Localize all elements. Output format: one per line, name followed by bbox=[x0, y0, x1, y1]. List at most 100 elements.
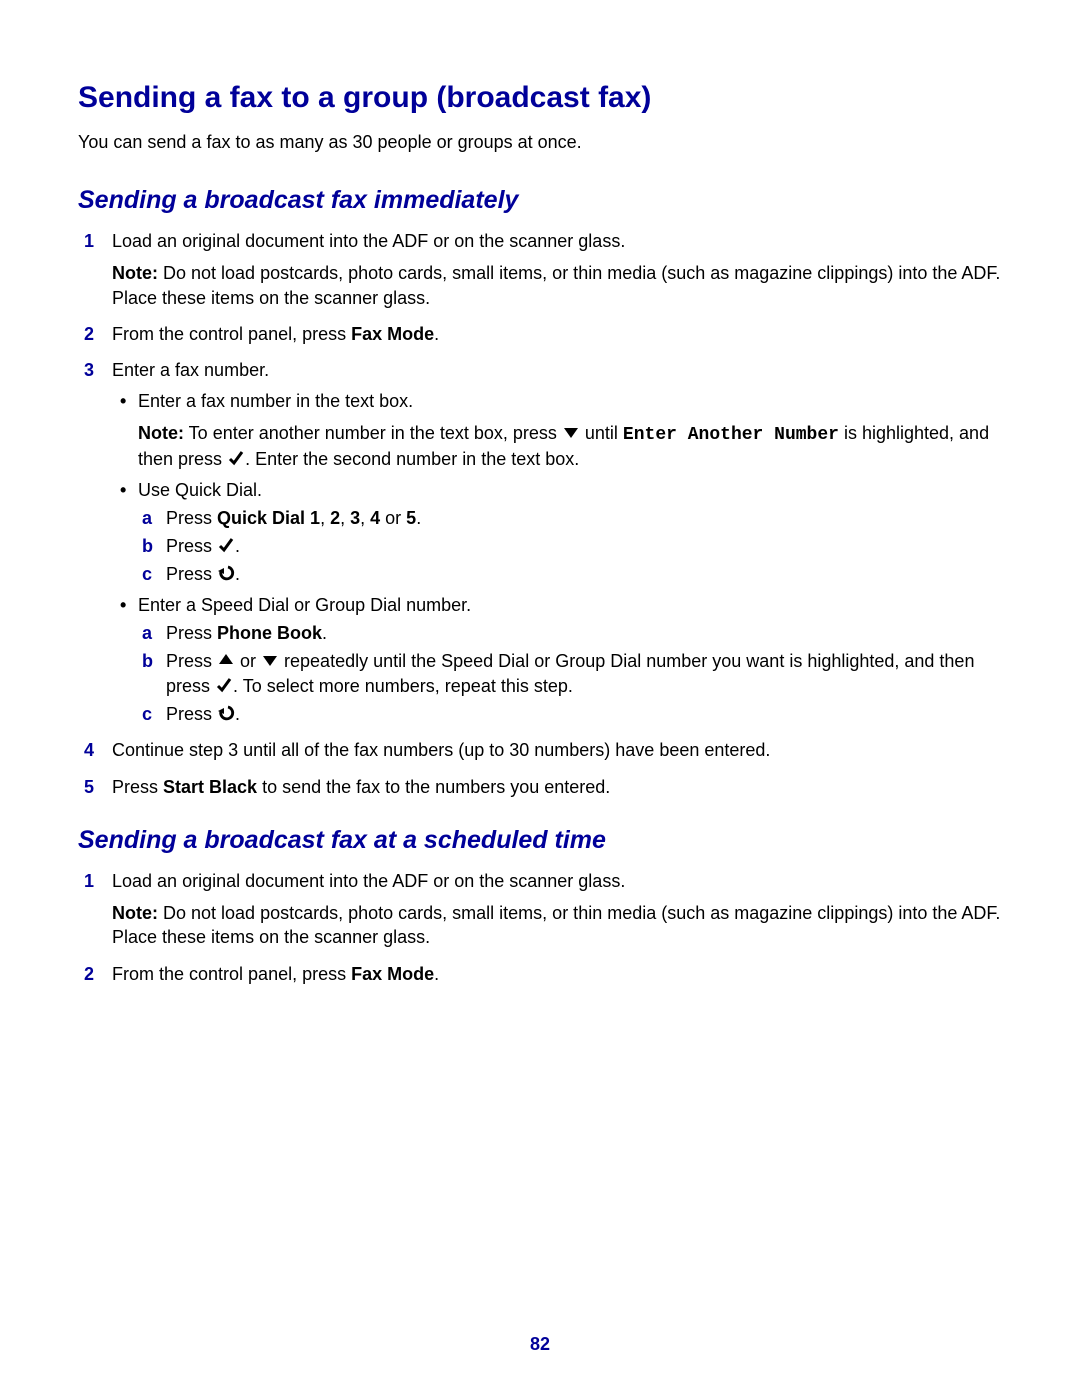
step-3: 3 Enter a fax number. • Enter a fax numb… bbox=[78, 358, 1002, 726]
step-marker: 5 bbox=[84, 775, 94, 799]
quick-dial-steps: a Press Quick Dial 1, 2, 3, 4 or 5. b Pr… bbox=[138, 506, 1002, 587]
t: or bbox=[380, 508, 406, 528]
t: Press bbox=[166, 651, 217, 671]
alpha-marker: a bbox=[142, 621, 152, 645]
note-post2: . Enter the second number in the text bo… bbox=[245, 449, 579, 469]
step-1-note: Note: Do not load postcards, photo cards… bbox=[112, 261, 1002, 310]
section1-steps: 1 Load an original document into the ADF… bbox=[78, 229, 1002, 799]
t: 4 bbox=[370, 508, 380, 528]
step-marker: 3 bbox=[84, 358, 94, 382]
step-marker: 1 bbox=[84, 229, 94, 253]
speed-dial-steps: a Press Phone Book. b Press or repeatedl… bbox=[138, 621, 1002, 726]
qd-c: c Press . bbox=[138, 562, 1002, 586]
down-arrow-icon bbox=[562, 423, 580, 441]
t: Press bbox=[166, 704, 217, 724]
step-text: Load an original document into the ADF o… bbox=[112, 231, 625, 251]
t: . To select more numbers, repeat this st… bbox=[233, 676, 573, 696]
step-marker: 2 bbox=[84, 962, 94, 986]
step-4: 4 Continue step 3 until all of the fax n… bbox=[78, 738, 1002, 762]
alpha-marker: c bbox=[142, 702, 152, 726]
back-icon bbox=[217, 564, 235, 582]
check-icon bbox=[215, 676, 233, 694]
step-text: Load an original document into the ADF o… bbox=[112, 871, 625, 891]
t: 2 bbox=[330, 508, 340, 528]
alpha-marker: b bbox=[142, 649, 153, 673]
t: Phone Book bbox=[217, 623, 322, 643]
bullet-marker: • bbox=[120, 593, 126, 617]
bullet-text: Enter a fax number in the text box. bbox=[138, 391, 413, 411]
step-3-sublist: • Enter a fax number in the text box. No… bbox=[112, 389, 1002, 727]
t: Press bbox=[166, 623, 217, 643]
t: . bbox=[235, 536, 240, 556]
note-label: Note: bbox=[112, 903, 158, 923]
page-title-h1: Sending a fax to a group (broadcast fax) bbox=[78, 80, 1002, 116]
t: . bbox=[235, 564, 240, 584]
note-text: Do not load postcards, photo cards, smal… bbox=[112, 903, 1000, 947]
t: Start Black bbox=[163, 777, 257, 797]
t: . bbox=[235, 704, 240, 724]
check-icon bbox=[227, 449, 245, 467]
back-icon bbox=[217, 704, 235, 722]
up-arrow-icon bbox=[217, 651, 235, 669]
bullet-speed-dial: • Enter a Speed Dial or Group Dial numbe… bbox=[112, 593, 1002, 726]
t: From the control panel, press bbox=[112, 964, 351, 984]
t: or bbox=[235, 651, 261, 671]
alpha-marker: b bbox=[142, 534, 153, 558]
document-page: Sending a fax to a group (broadcast fax)… bbox=[0, 0, 1080, 1397]
note-mid: until bbox=[580, 423, 623, 443]
check-icon bbox=[217, 536, 235, 554]
t: , bbox=[340, 508, 350, 528]
step-marker: 4 bbox=[84, 738, 94, 762]
bullet-enter-number: • Enter a fax number in the text box. No… bbox=[112, 389, 1002, 472]
t: Press bbox=[112, 777, 163, 797]
step-text-pre: From the control panel, press bbox=[112, 324, 351, 344]
t: . bbox=[416, 508, 421, 528]
section1-heading: Sending a broadcast fax immediately bbox=[78, 185, 1002, 215]
step-text: Continue step 3 until all of the fax num… bbox=[112, 740, 770, 760]
t: Quick Dial 1 bbox=[217, 508, 320, 528]
t: . bbox=[322, 623, 327, 643]
sd-b: b Press or repeatedly until the Speed Di… bbox=[138, 649, 1002, 698]
t: . bbox=[434, 964, 439, 984]
step-text-post: . bbox=[434, 324, 439, 344]
qd-b: b Press . bbox=[138, 534, 1002, 558]
qd-a: a Press Quick Dial 1, 2, 3, 4 or 5. bbox=[138, 506, 1002, 530]
section2-steps: 1 Load an original document into the ADF… bbox=[78, 869, 1002, 986]
t: Press bbox=[166, 536, 217, 556]
section2-heading: Sending a broadcast fax at a scheduled t… bbox=[78, 825, 1002, 855]
s2-step-1: 1 Load an original document into the ADF… bbox=[78, 869, 1002, 950]
step-1: 1 Load an original document into the ADF… bbox=[78, 229, 1002, 310]
down-arrow-icon bbox=[261, 651, 279, 669]
note-text: Do not load postcards, photo cards, smal… bbox=[112, 263, 1000, 307]
t: , bbox=[360, 508, 370, 528]
step-text: Enter a fax number. bbox=[112, 360, 269, 380]
bullet-text: Use Quick Dial. bbox=[138, 480, 262, 500]
t: 3 bbox=[350, 508, 360, 528]
sd-a: a Press Phone Book. bbox=[138, 621, 1002, 645]
alpha-marker: c bbox=[142, 562, 152, 586]
step-text-bold: Fax Mode bbox=[351, 324, 434, 344]
s2-step-1-note: Note: Do not load postcards, photo cards… bbox=[112, 901, 1002, 950]
t: , bbox=[320, 508, 330, 528]
s2-step-2: 2 From the control panel, press Fax Mode… bbox=[78, 962, 1002, 986]
bullet-note: Note: To enter another number in the tex… bbox=[138, 421, 1002, 472]
t: Fax Mode bbox=[351, 964, 434, 984]
bullet-marker: • bbox=[120, 389, 126, 413]
bullet-quick-dial: • Use Quick Dial. a Press Quick Dial 1, … bbox=[112, 478, 1002, 587]
t: Press bbox=[166, 564, 217, 584]
note-label: Note: bbox=[112, 263, 158, 283]
t: to send the fax to the numbers you enter… bbox=[257, 777, 610, 797]
step-marker: 2 bbox=[84, 322, 94, 346]
alpha-marker: a bbox=[142, 506, 152, 530]
sd-c: c Press . bbox=[138, 702, 1002, 726]
page-number: 82 bbox=[0, 1334, 1080, 1355]
note-mono: Enter Another Number bbox=[623, 425, 839, 445]
t: Press bbox=[166, 508, 217, 528]
note-label: Note: bbox=[138, 423, 184, 443]
t: 5 bbox=[406, 508, 416, 528]
step-marker: 1 bbox=[84, 869, 94, 893]
step-2: 2 From the control panel, press Fax Mode… bbox=[78, 322, 1002, 346]
note-pre: To enter another number in the text box,… bbox=[184, 423, 562, 443]
step-5: 5 Press Start Black to send the fax to t… bbox=[78, 775, 1002, 799]
bullet-marker: • bbox=[120, 478, 126, 502]
